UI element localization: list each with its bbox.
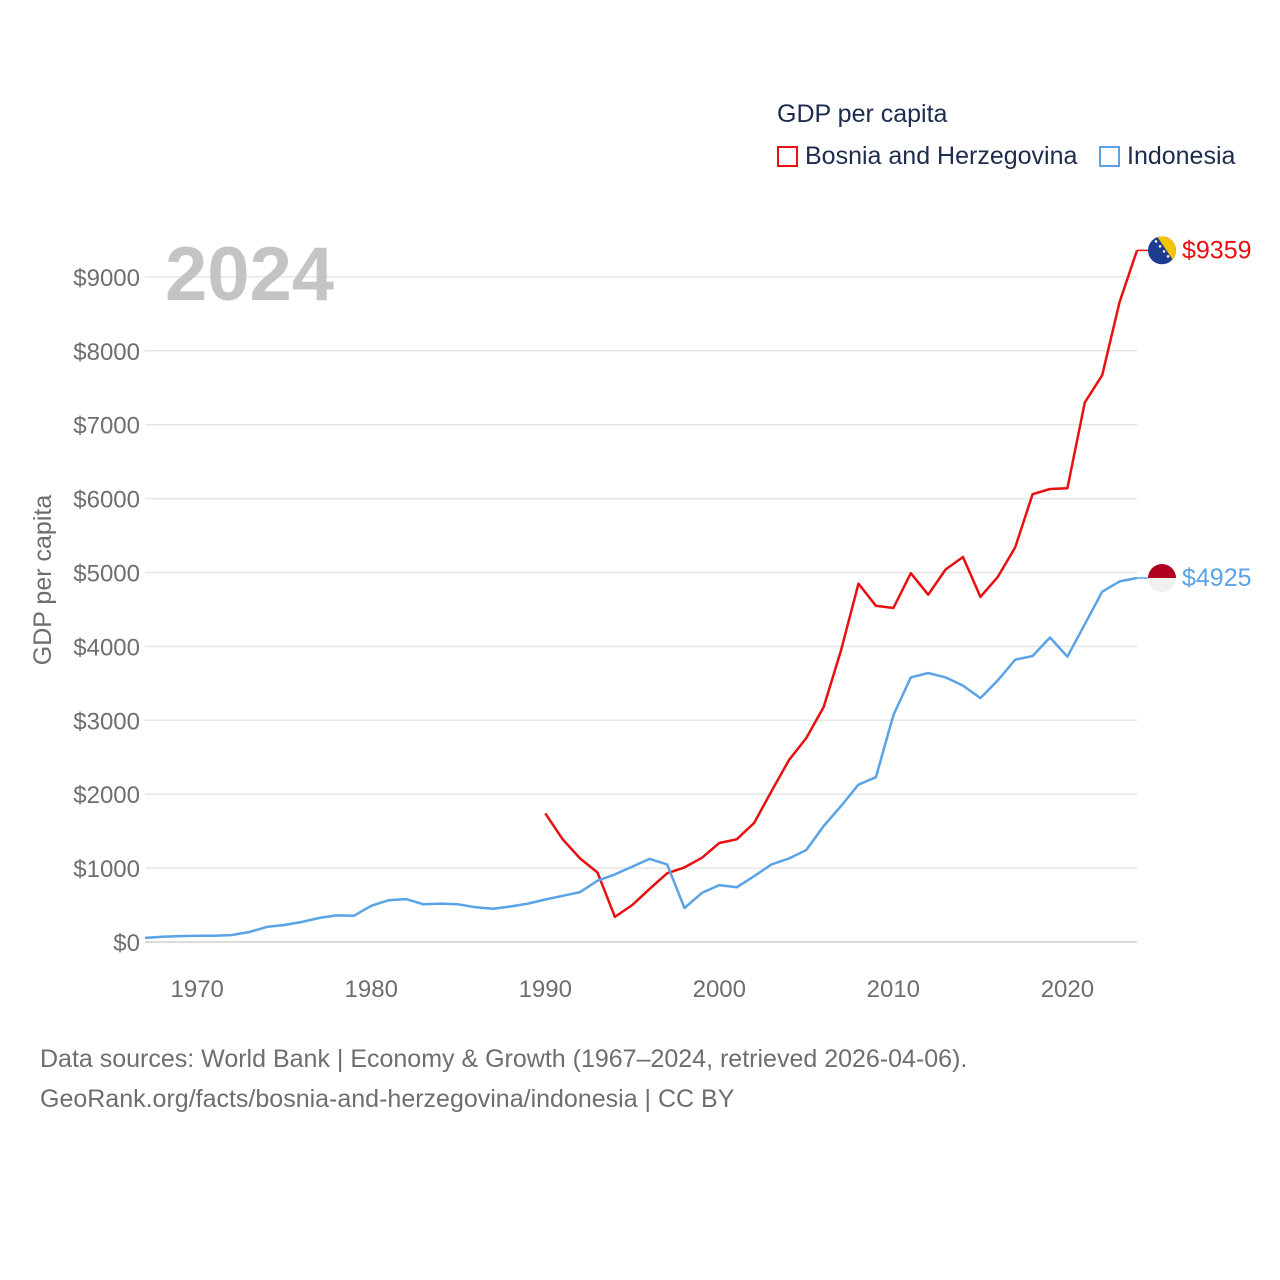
legend-title: GDP per capita <box>777 100 948 128</box>
footer-attribution: GeoRank.org/facts/bosnia-and-herzegovina… <box>40 1085 735 1113</box>
bosnia-flag-icon <box>1148 236 1176 265</box>
x-axis-ticks: 1970 1980 1990 2000 2010 2020 <box>171 976 1095 1003</box>
y-axis-title: GDP per capita <box>29 495 57 666</box>
y-tick-label: $2000 <box>73 782 140 809</box>
y-tick-label: $3000 <box>73 708 140 735</box>
legend-label-bosnia: Bosnia and Herzegovina <box>805 142 1078 170</box>
y-tick-label: $1000 <box>73 856 140 883</box>
series-line-indonesia <box>144 576 1138 940</box>
end-value-label: $9359 <box>1182 236 1252 264</box>
footer-sources: Data sources: World Bank | Economy & Gro… <box>40 1045 968 1073</box>
gridlines <box>145 276 1137 943</box>
legend-item-indonesia[interactable]: Indonesia <box>1099 142 1235 171</box>
end-value-label: $4925 <box>1182 564 1252 592</box>
y-tick-label: $4000 <box>73 634 140 661</box>
y-tick-label: $5000 <box>73 561 140 588</box>
indonesia-flag-icon <box>1148 564 1176 593</box>
legend-item-bosnia[interactable]: Bosnia and Herzegovina <box>777 142 1077 171</box>
end-markers: $9359 $4925 <box>1137 236 1252 593</box>
x-tick-label: 1990 <box>519 976 572 1003</box>
x-tick-label: 1980 <box>345 976 398 1003</box>
y-tick-label: $8000 <box>73 339 140 366</box>
y-tick-label: $7000 <box>73 413 140 440</box>
x-tick-label: 2000 <box>693 976 746 1003</box>
x-tick-label: 2010 <box>867 976 920 1003</box>
y-tick-label: $9000 <box>73 265 140 292</box>
y-tick-label: $0 <box>113 930 140 957</box>
legend-swatch-indonesia <box>1099 146 1120 167</box>
series-lines <box>144 250 1139 940</box>
y-tick-label: $6000 <box>73 487 140 514</box>
series-line-bosnia <box>544 250 1139 919</box>
legend-label-indonesia: Indonesia <box>1127 142 1236 170</box>
y-axis-ticks: $0 $1000 $2000 $3000 $4000 $5000 $6000 $7000 $80… <box>73 265 140 957</box>
legend-swatch-bosnia <box>777 146 798 167</box>
x-tick-label: 2020 <box>1041 976 1094 1003</box>
year-watermark: 2024 <box>165 232 334 317</box>
x-tick-label: 1970 <box>171 976 224 1003</box>
